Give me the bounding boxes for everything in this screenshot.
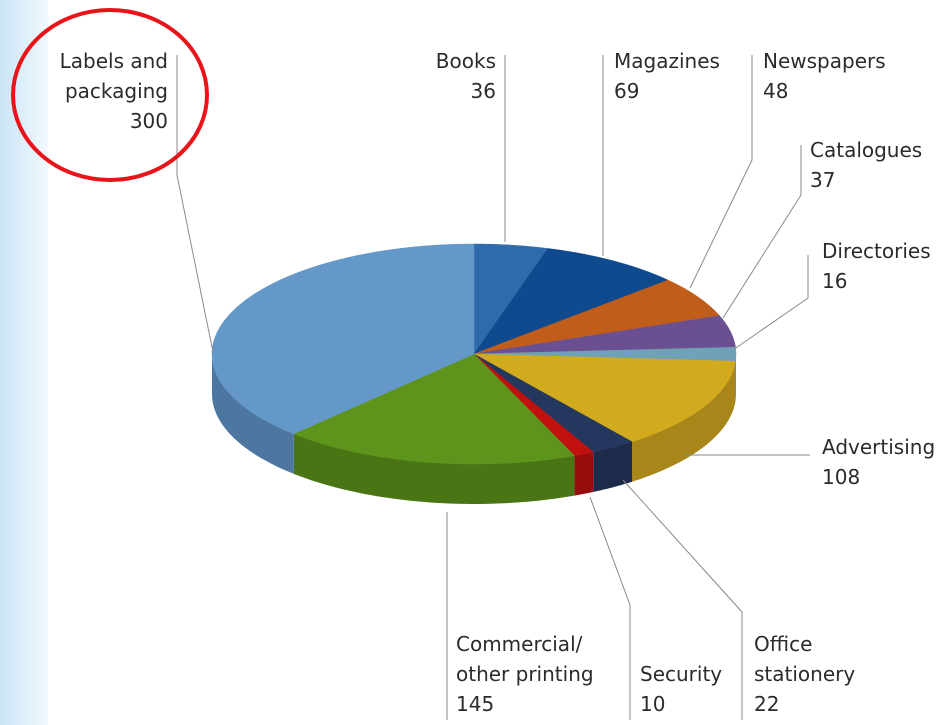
label-directories-text: Directories (822, 239, 931, 263)
label-magazines: Magazines 69 (614, 46, 720, 106)
label-security-text: Security (640, 662, 723, 686)
label-books: Books 36 (410, 46, 496, 106)
label-labels-packaging-line1: Labels and (59, 49, 168, 73)
left-gradient-bar (0, 0, 48, 725)
highlight-circle (11, 8, 209, 182)
pie-slice-books (473, 243, 549, 355)
leader-line-labels-packaging (176, 55, 214, 353)
label-labels-packaging: Labels and packaging 300 (48, 46, 168, 136)
label-advertising: Advertising 108 (822, 432, 935, 492)
leader-line-security (589, 496, 631, 720)
pie-sides (212, 354, 736, 504)
pie-slice-advertising (473, 353, 736, 443)
label-magazines-text: Magazines (614, 49, 720, 73)
label-newspapers-text: Newspapers (763, 49, 886, 73)
label-books-text: Books (435, 49, 496, 73)
pie-slice-magazines (473, 248, 669, 355)
leader-line-directories (732, 255, 809, 351)
label-advertising-value: 108 (822, 465, 861, 489)
label-office-line1: Office (754, 632, 813, 656)
label-books-value: 36 (470, 79, 496, 103)
pie-side-advertising (632, 361, 736, 482)
leader-line-office (622, 479, 743, 720)
pie-slice-labels-and-packaging (211, 243, 475, 435)
label-office-value: 22 (754, 692, 780, 716)
label-newspapers: Newspapers 48 (763, 46, 886, 106)
label-commercial: Commercial/ other printing 145 (456, 629, 594, 719)
label-commercial-line2: other printing (456, 662, 594, 686)
label-commercial-value: 145 (456, 692, 495, 716)
pie-side-labels-and-packaging (212, 354, 294, 474)
label-labels-packaging-line2: packaging (64, 79, 168, 103)
pie-side-security (574, 451, 594, 496)
pie-side-office-stationery (593, 441, 633, 492)
pie-side-directories (735, 354, 736, 402)
label-directories: Directories 16 (822, 236, 931, 296)
label-office: Office stationery 22 (754, 629, 855, 719)
pie-side-commercial-other-printing (293, 433, 575, 504)
leader-lines (176, 55, 810, 720)
label-catalogues-value: 37 (810, 168, 836, 192)
pie-slice-commercial-other-printing (293, 353, 575, 465)
label-magazines-value: 69 (614, 79, 640, 103)
label-advertising-text: Advertising (822, 435, 936, 459)
label-labels-packaging-value: 300 (129, 109, 168, 133)
pie-slice-catalogues (473, 315, 736, 355)
leader-line-newspapers (689, 55, 753, 289)
label-catalogues-text: Catalogues (810, 138, 923, 162)
label-security: Security 10 (640, 659, 722, 719)
pie-slice-security (473, 353, 594, 456)
pie-slice-office-stationery (473, 353, 633, 453)
leader-line-catalogues (722, 145, 802, 319)
label-security-value: 10 (640, 692, 666, 716)
pie-slices (211, 243, 737, 465)
pie-slice-newspapers (473, 279, 721, 355)
label-commercial-line1: Commercial/ (456, 632, 583, 656)
label-catalogues: Catalogues 37 (810, 135, 922, 195)
label-newspapers-value: 48 (763, 79, 789, 103)
label-office-line2: stationery (754, 662, 856, 686)
label-directories-value: 16 (822, 269, 848, 293)
